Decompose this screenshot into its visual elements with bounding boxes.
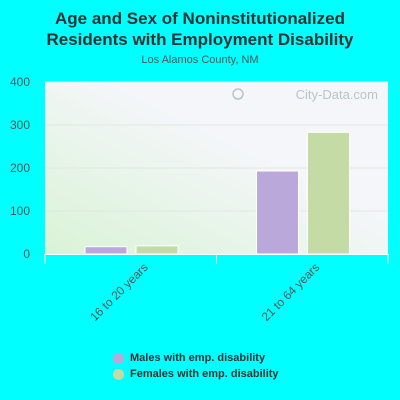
watermark: City-Data.com	[296, 87, 378, 102]
y-tick-label: 0	[23, 247, 30, 261]
legend-item-males: Males with emp. disability	[113, 350, 279, 366]
x-tick-label: 21 to 64 years	[259, 260, 323, 324]
chart-subtitle: Los Alamos County, NM	[141, 54, 259, 66]
y-tick-label: 100	[10, 204, 30, 218]
legend-swatch-males	[113, 352, 124, 364]
bar-females-1	[307, 131, 350, 255]
chart-title-line-1: Age and Sex of Noninstitutionalized	[55, 9, 345, 28]
y-tick-label: 200	[10, 161, 30, 175]
bar-females-0	[135, 245, 179, 255]
magnifier-icon	[232, 88, 244, 100]
x-tick-label: 16 to 20 years	[87, 260, 151, 324]
chart-title-line-2: Residents with Employment Disability	[46, 30, 354, 49]
bar-males-0	[84, 246, 128, 255]
bar-males-1	[256, 170, 299, 255]
legend-item-females: Females with emp. disability	[113, 366, 279, 382]
chart-title: Age and Sex of Noninstitutionalized Resi…	[0, 8, 400, 50]
legend-label-females: Females with emp. disability	[130, 368, 279, 380]
legend-label-males: Males with emp. disability	[130, 352, 266, 364]
y-tick-label: 400	[10, 75, 30, 89]
legend-swatch-females	[113, 368, 124, 380]
y-tick-label: 300	[10, 118, 30, 132]
legend: Males with emp. disability Females with …	[113, 350, 279, 382]
